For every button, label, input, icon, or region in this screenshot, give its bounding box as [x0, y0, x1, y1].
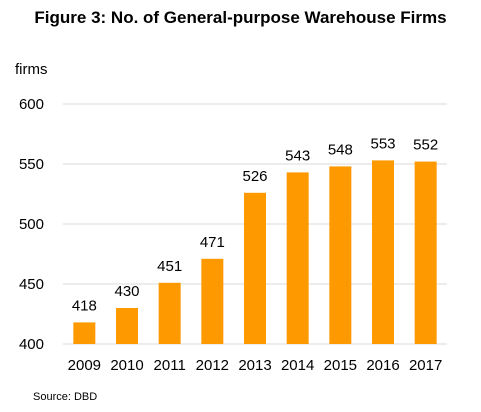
bar-2014 [286, 172, 309, 344]
data-label-2014: 543 [285, 147, 310, 164]
x-tick-label-2012: 2012 [196, 357, 229, 374]
data-label-2017: 552 [413, 137, 438, 154]
x-tick-label-2015: 2015 [324, 357, 357, 374]
bars [73, 160, 437, 344]
y-tick-label-450: 450 [19, 276, 44, 293]
y-tick-label-400: 400 [19, 336, 44, 353]
x-tick-label-2011: 2011 [154, 357, 186, 374]
data-label-2011: 451 [157, 258, 182, 275]
y-tick-label-500: 500 [19, 216, 44, 233]
data-label-2012: 471 [200, 234, 225, 251]
data-labels: 418 430 451 471 526 543 548 553 552 [72, 135, 438, 314]
data-label-2015: 548 [328, 141, 353, 158]
x-tick-label-2009: 2009 [68, 357, 101, 374]
x-tick-label-2016: 2016 [366, 357, 399, 374]
bar-2010 [116, 308, 138, 344]
x-tick-label-2013: 2013 [238, 357, 271, 374]
bar-2012 [201, 258, 224, 344]
data-label-2009: 418 [72, 297, 97, 314]
x-tick-label-2017: 2017 [409, 357, 442, 374]
data-label-2013: 526 [242, 168, 267, 185]
x-axis-tick-labels: 2009 2010 2011 2012 2013 2014 2015 2016 2017 [68, 357, 443, 374]
y-axis-unit-label: firms [15, 61, 48, 78]
bar-2013 [244, 192, 266, 344]
y-tick-label-550: 550 [19, 156, 44, 173]
bar-2015 [329, 166, 352, 344]
bar-2011 [158, 282, 181, 344]
bar-2017 [414, 161, 437, 344]
bar-2016 [372, 160, 394, 344]
y-axis-tick-labels: 400 450 500 550 600 [19, 96, 44, 353]
data-label-2016: 553 [370, 135, 395, 152]
y-tick-label-600: 600 [19, 96, 44, 113]
chart-title: Figure 3: No. of General-purpose Warehou… [34, 8, 447, 27]
x-tick-label-2014: 2014 [281, 357, 314, 374]
x-tick-label-2010: 2010 [110, 357, 143, 374]
data-label-2010: 430 [114, 283, 139, 300]
source-note: Source: DBD [33, 391, 98, 403]
bar-2009 [73, 322, 96, 344]
